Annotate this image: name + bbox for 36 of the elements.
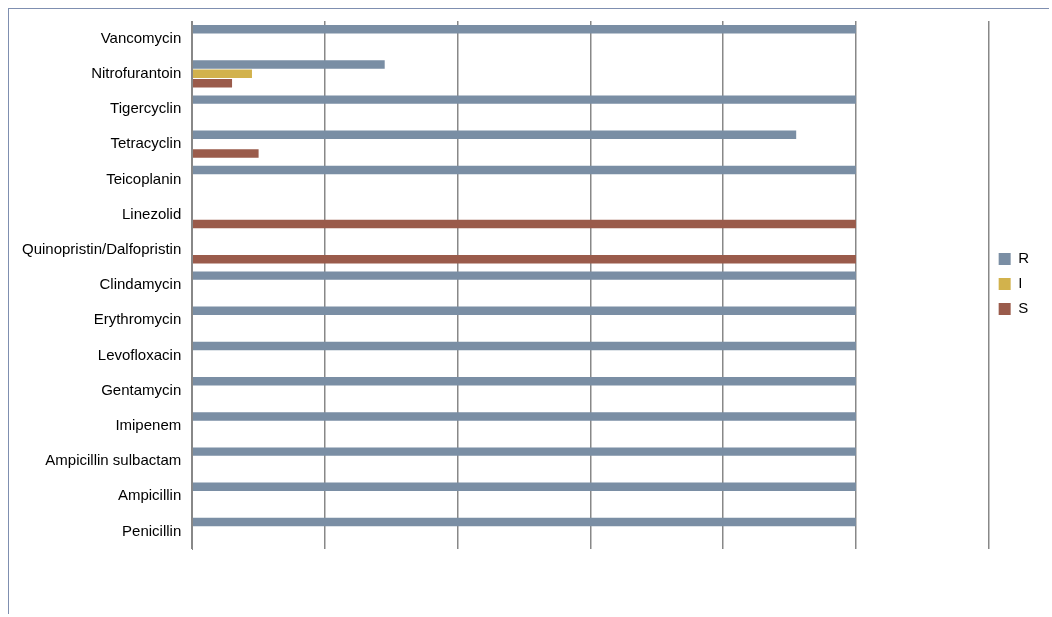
y-tick-label: Quinopristin/Dalfopristin [21, 239, 182, 257]
bar [192, 412, 856, 421]
bar [192, 24, 856, 34]
y-tick-label: Tetracyclin [110, 134, 182, 152]
bar [192, 165, 856, 175]
bar [192, 130, 797, 140]
y-tick-label: Ampicillin [117, 486, 182, 504]
bar [192, 271, 856, 280]
bar [192, 447, 856, 456]
bar [192, 69, 252, 79]
y-tick-label: Imipenem [115, 415, 182, 433]
bar [192, 306, 856, 316]
y-tick-label: Ampicillin sulbactam [45, 451, 182, 469]
bar [192, 482, 856, 492]
y-tick-label: Penicillin [122, 521, 182, 539]
bar [192, 254, 856, 264]
y-tick-label: Clindamycin [99, 275, 182, 293]
legend-label: S [1018, 299, 1029, 317]
bar [192, 376, 856, 386]
bar [192, 60, 385, 69]
bar [192, 95, 856, 104]
bar [192, 219, 856, 229]
y-tick-label: Vancomycin [100, 28, 182, 46]
y-tick-label: Levofloxacin [97, 345, 182, 363]
bar [192, 517, 856, 527]
y-tick-label: Gentamycin [101, 380, 182, 398]
y-tick-label: Tigercyclin [110, 99, 182, 117]
legend-label: R [1018, 249, 1030, 267]
bar [192, 341, 856, 351]
y-tick-label: Teicoplanin [106, 169, 182, 187]
legend-label: I [1018, 274, 1023, 292]
y-tick-label: Linezolid [122, 204, 182, 222]
bar [192, 78, 233, 88]
y-tick-label: Erythromycin [93, 310, 182, 328]
bar [192, 149, 259, 158]
y-tick-label: Nitrofurantoin [91, 63, 182, 81]
